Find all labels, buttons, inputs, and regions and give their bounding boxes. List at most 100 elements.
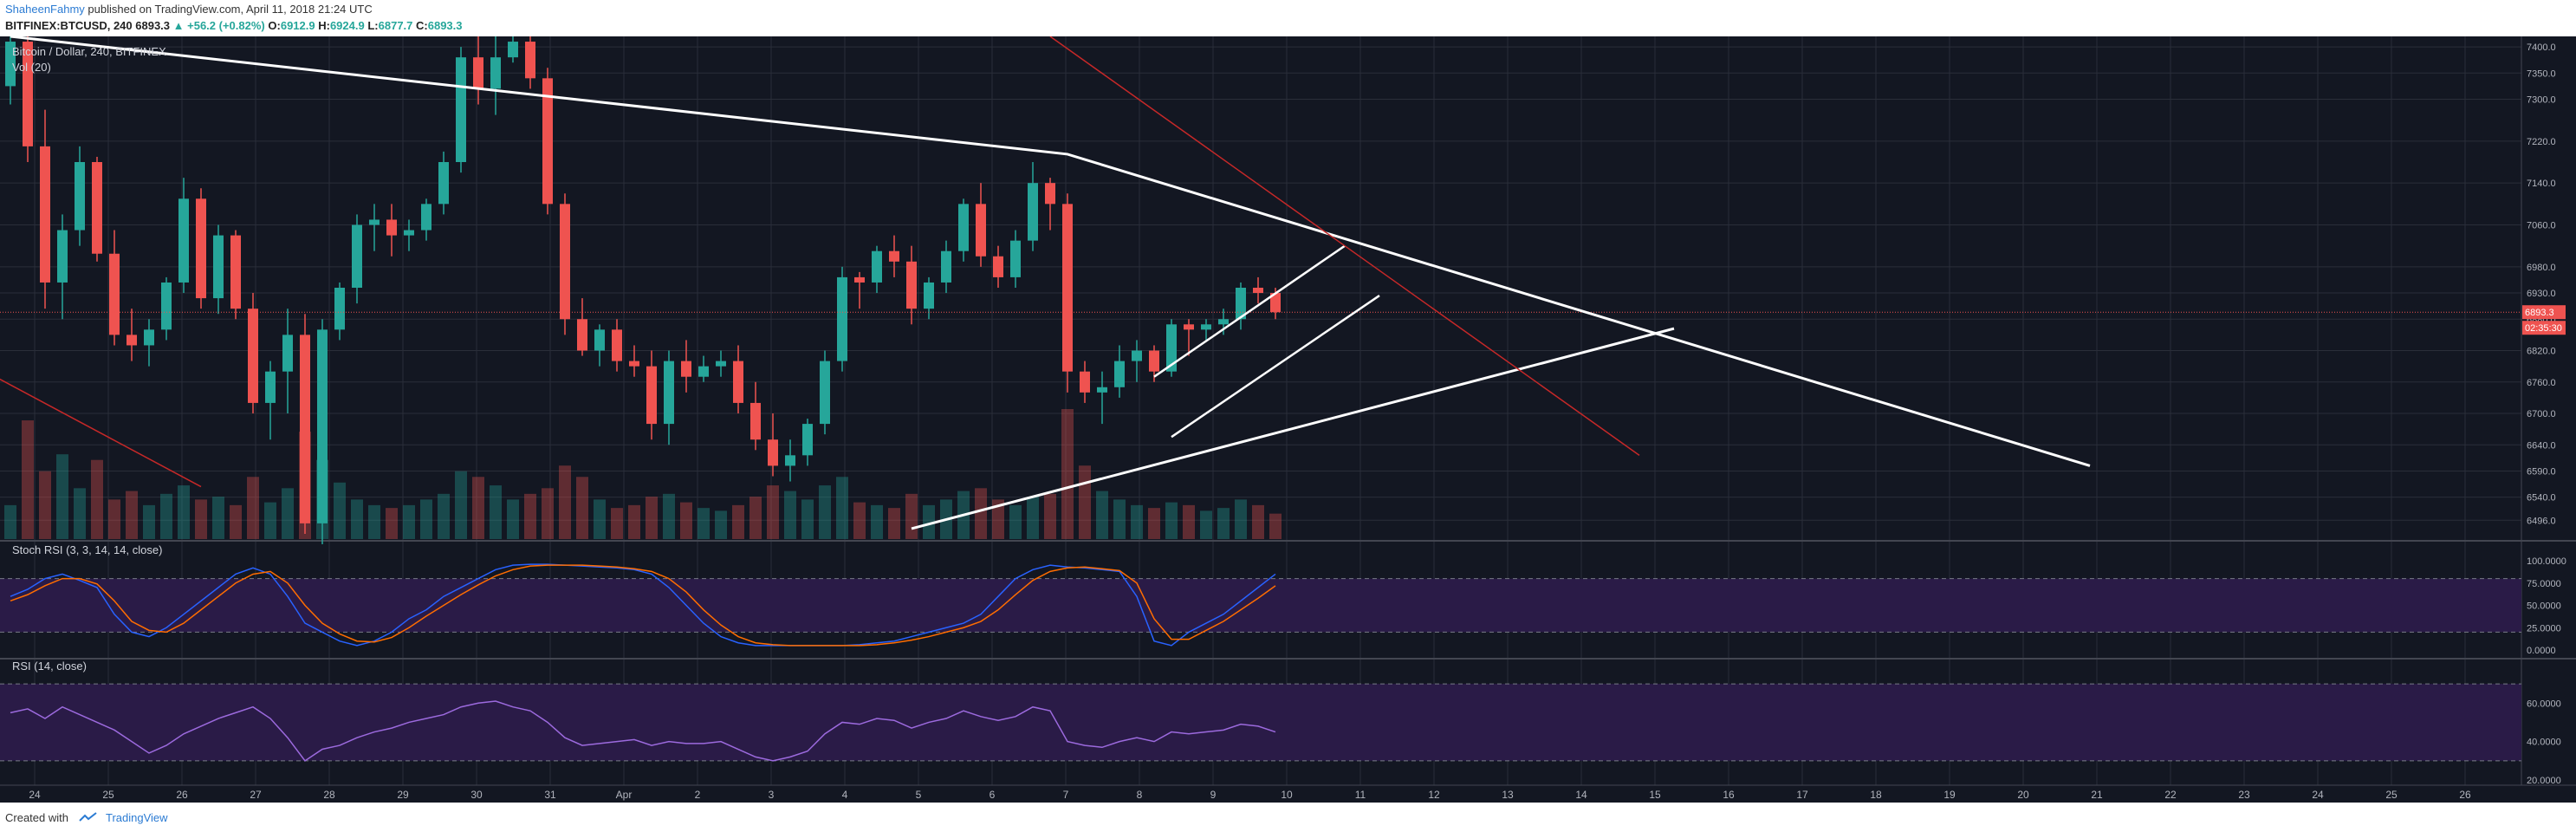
lower-trendline (911, 327, 1675, 530)
candle-body (525, 42, 535, 79)
candle-body (57, 230, 68, 283)
symbol-label: BITFINEX:BTCUSD, 240 (5, 19, 133, 32)
stoch-tick-label: 0.0000 (2527, 646, 2556, 656)
volume-bar (39, 471, 51, 539)
volume-bar (1200, 510, 1212, 539)
close-label: C: (416, 19, 428, 32)
time-tick-label: 17 (1796, 789, 1808, 801)
candle-body (334, 288, 345, 330)
volume-bar (230, 504, 242, 539)
volume-bar (455, 471, 467, 539)
volume-bar (732, 504, 744, 539)
tradingview-logo-icon (78, 812, 97, 822)
footer: Created with TradingView (0, 803, 2576, 832)
volume-bar (992, 499, 1004, 539)
candle-body (1114, 361, 1125, 387)
volume-bar (594, 499, 606, 539)
volume-bar (1269, 513, 1282, 539)
time-tick-label: 31 (544, 789, 556, 801)
volume-bar (507, 499, 519, 539)
time-tick-label: 5 (916, 789, 922, 801)
time-tick-label: 16 (1723, 789, 1735, 801)
author-link[interactable]: ShaheenFahmy (5, 3, 85, 16)
volume-bar (715, 510, 727, 539)
volume-bar (368, 504, 380, 539)
candle-body (1166, 324, 1177, 372)
time-tick-label: 4 (842, 789, 848, 801)
volume-bar (1061, 409, 1074, 539)
publish-header: ShaheenFahmy published on TradingView.co… (0, 0, 2576, 36)
candle-body (109, 253, 120, 335)
candle-body (369, 219, 380, 225)
upper-trendline (10, 36, 2091, 467)
time-tick-label: 11 (1355, 789, 1366, 801)
volume-bar (1217, 508, 1230, 539)
trading-chart[interactable]: 7400.07350.07300.07220.07140.07060.06980… (0, 36, 2576, 803)
volume-bar (490, 485, 502, 539)
countdown-label: 02:35:30 (2525, 323, 2562, 334)
stoch-tick-label: 25.0000 (2527, 623, 2561, 634)
candle-body (75, 162, 85, 231)
volume-bar (628, 504, 640, 539)
time-tick-label: 7 (1063, 789, 1069, 801)
low-value: 6877.7 (378, 19, 413, 32)
price-tick-label: 6980.0 (2527, 263, 2556, 273)
volume-bar (1131, 504, 1143, 539)
time-tick-label: 15 (1649, 789, 1661, 801)
volume-bar (871, 504, 883, 539)
volume-bar (646, 497, 658, 539)
volume-bar (784, 491, 796, 539)
time-tick-label: 27 (250, 789, 262, 801)
time-tick-label: 8 (1137, 789, 1143, 801)
volume-bar (611, 508, 623, 539)
volume-bar (4, 504, 16, 539)
candle-body (1201, 324, 1211, 330)
candle-body (1253, 288, 1263, 294)
candle-body (976, 204, 986, 257)
candle-body (560, 204, 570, 320)
candle-body (1270, 293, 1281, 313)
last-price-label: 6893.3 (2525, 308, 2554, 318)
candle-body (282, 335, 293, 372)
volume-bar (1183, 504, 1195, 539)
volume-bar (1009, 504, 1022, 539)
candle-body (750, 402, 761, 440)
price-tick-label: 7300.0 (2527, 95, 2556, 106)
time-tick-label: 9 (1210, 789, 1217, 801)
candle-body (404, 230, 414, 236)
volume-bar (888, 508, 900, 539)
rsi-title: RSI (14, close) (12, 660, 87, 673)
volume-bar (56, 454, 68, 539)
chart-background (0, 36, 2576, 803)
stoch-rsi-title: Stoch RSI (3, 3, 14, 14, close) (12, 543, 162, 556)
candle-body (993, 256, 1003, 277)
volume-bar (178, 485, 190, 539)
volume-bars (4, 409, 1282, 539)
volume-bar (195, 499, 207, 539)
open-label: O: (268, 19, 281, 32)
candle-body (768, 439, 778, 466)
candle-body (144, 329, 154, 346)
candle-body (958, 204, 969, 251)
candle-body (421, 204, 431, 231)
volume-bar (160, 493, 172, 539)
time-tick-label: 19 (1943, 789, 1956, 801)
volume-bar (1113, 499, 1126, 539)
candle-body (889, 250, 899, 262)
volume-bar (698, 508, 710, 539)
candle-body (802, 424, 813, 456)
channel-lower-line (1171, 295, 1380, 439)
candlesticks (0, 36, 2521, 545)
candle-body (681, 361, 691, 377)
volume-bar (1079, 465, 1091, 539)
volume-bar (836, 477, 848, 539)
candle-body (664, 361, 674, 425)
rsi-line (10, 700, 1276, 762)
tradingview-link[interactable]: TradingView (106, 811, 168, 824)
candle-body (40, 146, 50, 283)
axes: 7400.07350.07300.07220.07140.07060.06980… (29, 42, 2566, 801)
volume-bar (923, 504, 935, 539)
candle-body (1236, 288, 1246, 320)
volume-bar (438, 493, 450, 539)
time-tick-label: 24 (2312, 789, 2324, 801)
